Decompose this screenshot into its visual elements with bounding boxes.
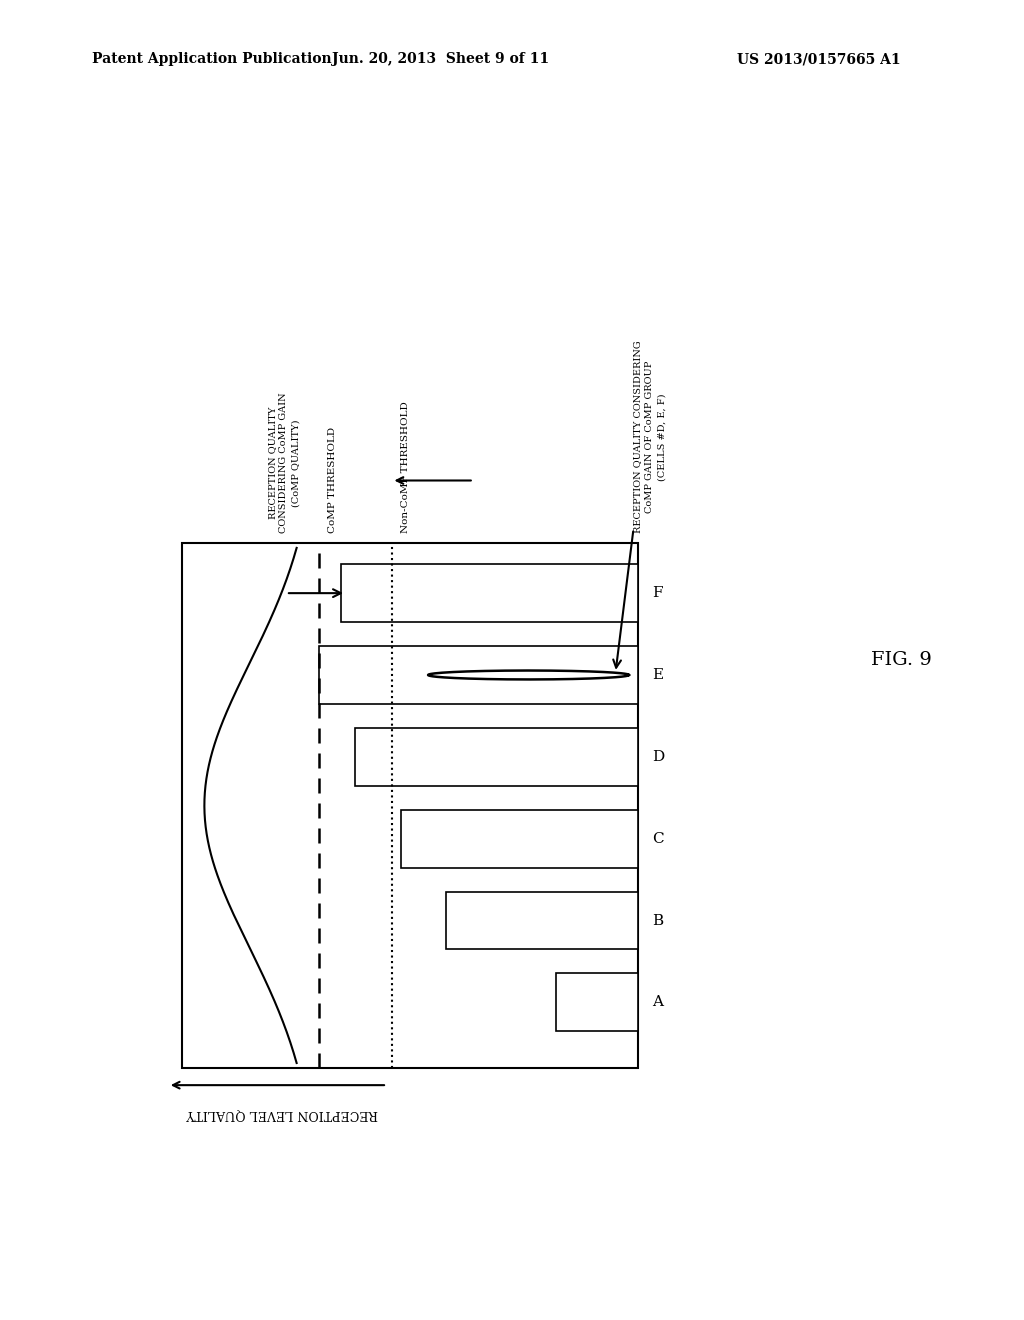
Bar [355, 727, 638, 785]
Bar [400, 809, 638, 867]
Text: Non-CoMP THRESHOLD: Non-CoMP THRESHOLD [400, 401, 410, 533]
Bar [446, 891, 638, 949]
Text: E: E [652, 668, 663, 682]
Text: F: F [652, 586, 663, 601]
Text: Jun. 20, 2013  Sheet 9 of 11: Jun. 20, 2013 Sheet 9 of 11 [332, 53, 549, 66]
Text: Patent Application Publication: Patent Application Publication [92, 53, 332, 66]
Text: CoMP THRESHOLD: CoMP THRESHOLD [328, 428, 337, 533]
Text: RECEPTION LEVEL QUALITY: RECEPTION LEVEL QUALITY [186, 1109, 378, 1121]
Bar [341, 564, 638, 622]
Text: FIG. 9: FIG. 9 [870, 651, 932, 669]
Text: RECEPTION QUALITY CONSIDERING
CoMP GAIN OF CoMP GROUP
(CELLS #D, E, F): RECEPTION QUALITY CONSIDERING CoMP GAIN … [634, 341, 667, 533]
Text: C: C [652, 832, 664, 846]
Text: RECEPTION QUALITY
CONSIDERING CoMP GAIN
(CoMP QUALITY): RECEPTION QUALITY CONSIDERING CoMP GAIN … [267, 393, 300, 533]
Bar [318, 645, 638, 704]
Text: A: A [652, 995, 663, 1010]
Text: B: B [652, 913, 663, 928]
Text: US 2013/0157665 A1: US 2013/0157665 A1 [737, 53, 901, 66]
Bar [181, 543, 638, 1068]
Bar [556, 973, 638, 1031]
Text: D: D [652, 750, 664, 764]
